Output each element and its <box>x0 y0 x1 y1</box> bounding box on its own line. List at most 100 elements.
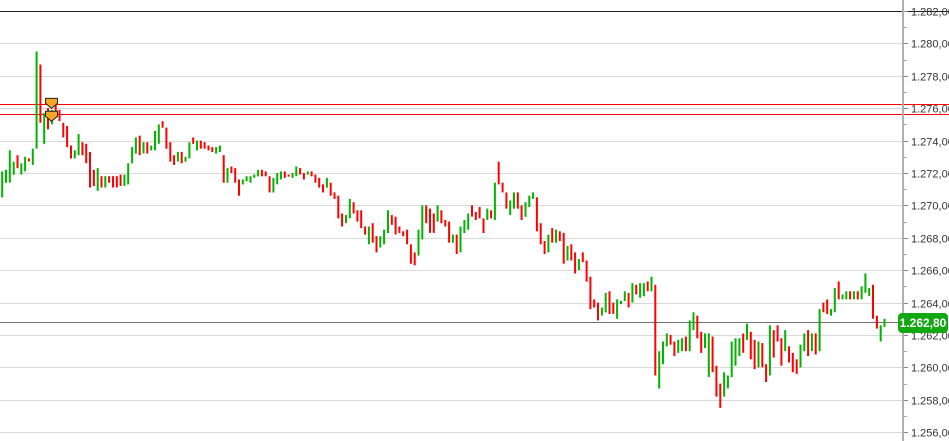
price-bar <box>849 291 852 300</box>
price-bar <box>532 192 535 199</box>
price-bar <box>604 292 607 313</box>
price-bar <box>791 352 794 373</box>
price-bar <box>448 221 451 243</box>
price-bar <box>24 156 27 172</box>
price-bar <box>692 312 695 331</box>
price-bar <box>245 176 248 182</box>
price-bar <box>749 331 752 360</box>
y-tick-label: 1.262,00 <box>911 331 949 343</box>
price-bar <box>600 307 603 316</box>
price-bar <box>845 291 848 300</box>
price-bar <box>12 161 15 175</box>
price-bar <box>364 226 367 235</box>
price-bar <box>287 174 290 177</box>
arrow-down-marker-icon <box>45 97 59 109</box>
price-bar <box>432 213 435 233</box>
price-bar <box>730 341 733 378</box>
price-bar <box>681 338 684 352</box>
price-bar <box>684 336 687 352</box>
price-bar <box>654 284 657 376</box>
price-bar <box>299 168 302 175</box>
price-bar <box>257 169 260 177</box>
price-bar <box>872 284 874 319</box>
price-bar <box>20 163 23 175</box>
price-bar <box>356 210 359 222</box>
price-bar <box>696 315 699 339</box>
price-bar <box>543 241 546 254</box>
price-bar <box>146 142 149 154</box>
price-bar <box>673 341 676 357</box>
price-bar <box>77 134 80 156</box>
price-bar <box>830 309 832 316</box>
price-bar <box>310 171 313 177</box>
price-bar <box>203 142 206 149</box>
price-bar <box>31 148 34 165</box>
price-bar <box>409 244 412 264</box>
price-bar <box>589 276 592 310</box>
y-tick-label: 1.278,00 <box>911 72 949 84</box>
price-bar <box>188 142 191 159</box>
price-bar <box>715 365 718 397</box>
price-bar <box>218 145 221 152</box>
price-bar <box>238 179 240 196</box>
y-tick-label: 1.270,00 <box>911 201 949 213</box>
price-bar <box>623 291 626 301</box>
price-bar <box>822 302 825 313</box>
price-bar <box>597 302 599 321</box>
price-bar <box>627 292 630 308</box>
price-bar <box>165 127 168 149</box>
price-bar <box>444 220 447 227</box>
price-bar <box>467 213 470 230</box>
price-bar <box>192 137 195 144</box>
price-bar <box>367 226 370 245</box>
price-bar <box>199 140 202 149</box>
price-bar <box>486 208 489 220</box>
price-bar <box>711 336 714 373</box>
price-bar <box>616 299 619 319</box>
price-bar <box>108 176 111 183</box>
price-bar <box>788 346 790 363</box>
price-bar <box>371 223 374 243</box>
price-axis[interactable]: 1.282,00 1.280,00 1.278,00 1.276,00 1.274,00… <box>902 0 949 441</box>
price-bar <box>577 258 580 271</box>
price-bar <box>383 229 386 245</box>
price-bar <box>348 198 351 219</box>
price-bar <box>761 343 764 368</box>
price-bar <box>662 341 664 365</box>
price-bar <box>390 215 393 225</box>
price-bar <box>222 155 225 183</box>
price-bar <box>375 236 378 253</box>
price-bar <box>631 283 634 303</box>
price-bar <box>421 205 424 240</box>
price-bar <box>39 64 42 123</box>
price-bar <box>138 135 141 156</box>
price-bar <box>833 288 836 313</box>
price-bar <box>440 210 443 224</box>
price-bar <box>295 166 298 177</box>
price-bar <box>658 351 661 389</box>
price-bar <box>493 182 496 220</box>
price-bar <box>704 333 706 348</box>
price-bar <box>810 333 813 352</box>
price-bar <box>547 234 550 253</box>
price-bar <box>524 202 527 217</box>
price-bar <box>329 182 332 196</box>
price-bar <box>253 174 256 178</box>
y-tick-label: 1.272,00 <box>911 169 949 181</box>
price-bar <box>784 330 787 352</box>
price-bar <box>161 121 164 128</box>
price-bar <box>570 244 573 261</box>
price-bar <box>700 331 703 353</box>
price-bar <box>585 260 588 282</box>
price-bar <box>92 169 95 186</box>
price-bar <box>268 176 271 193</box>
price-bar <box>650 276 653 292</box>
trade-markers <box>45 97 59 122</box>
price-bar <box>707 333 710 378</box>
y-tick-label: 1.264,00 <box>911 299 949 311</box>
price-bar <box>726 375 729 389</box>
price-bar <box>474 211 477 220</box>
price-bar <box>459 226 462 253</box>
price-bar <box>73 150 76 159</box>
